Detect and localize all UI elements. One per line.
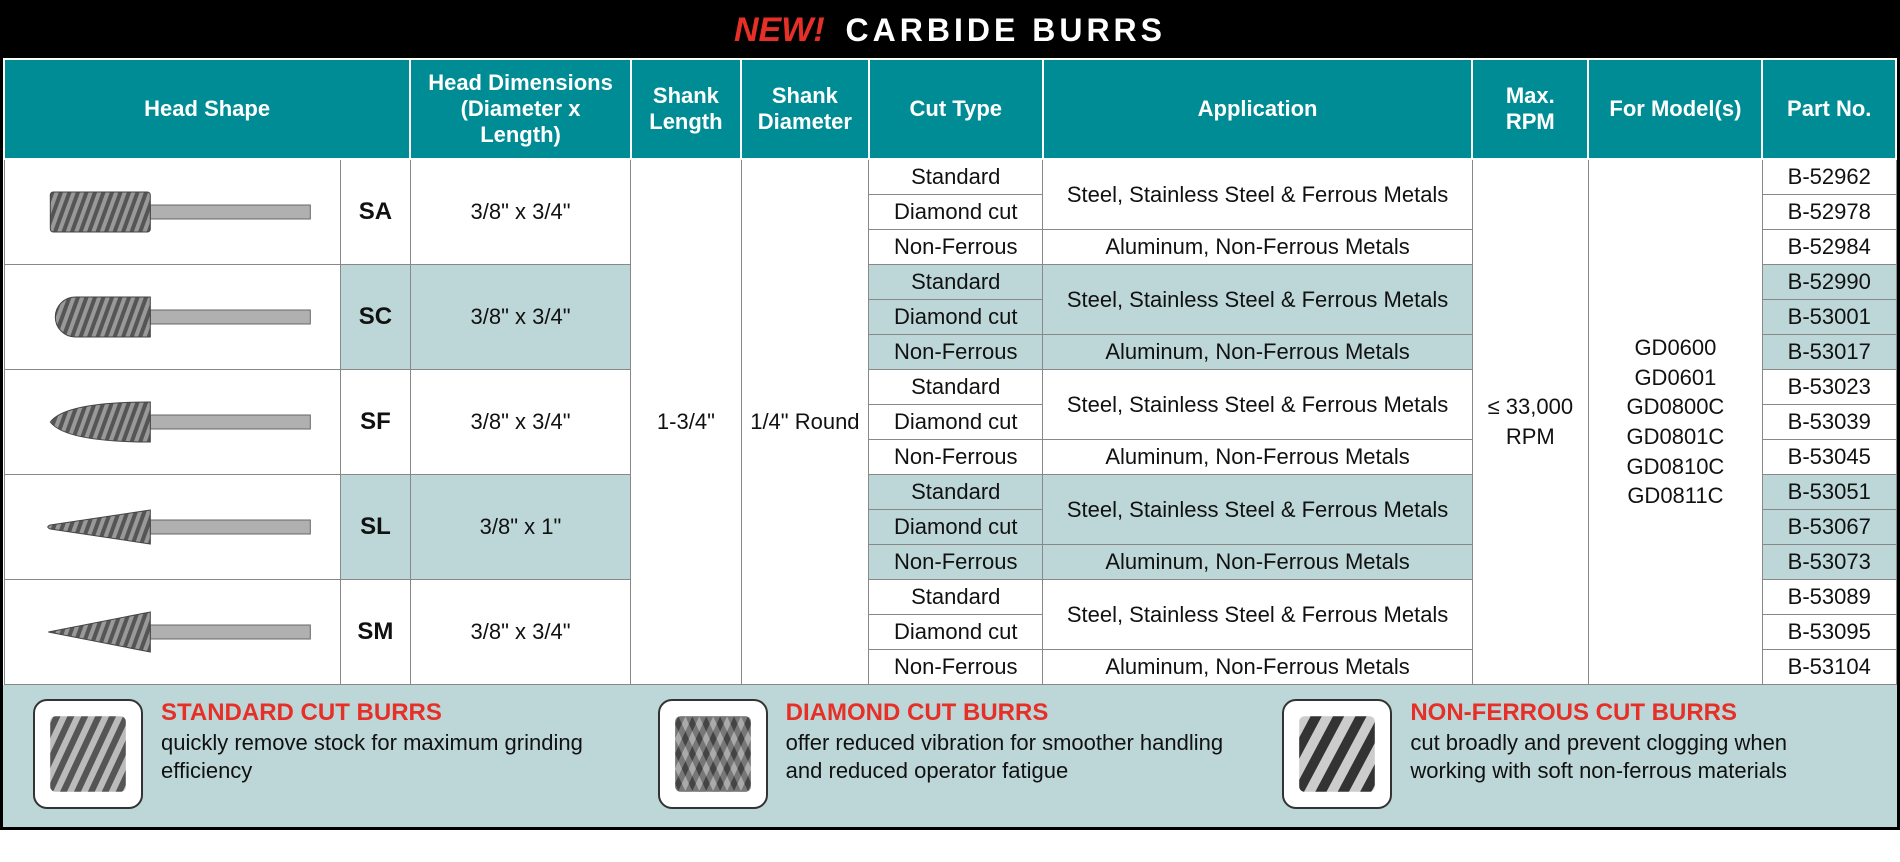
burr-image-sa: [4, 159, 341, 265]
head-dimensions: 3/8" x 3/4": [410, 580, 631, 685]
application: Aluminum, Non-Ferrous Metals: [1043, 440, 1472, 475]
col-max-rpm: Max. RPM: [1472, 59, 1588, 159]
legend-desc: cut broadly and prevent clogging when wo…: [1410, 729, 1867, 784]
part-number: B-53051: [1762, 475, 1896, 510]
cut-type: Non-Ferrous: [869, 545, 1043, 580]
shape-code: SA: [341, 159, 411, 265]
cut-type: Non-Ferrous: [869, 230, 1043, 265]
part-number: B-53045: [1762, 440, 1896, 475]
legend-diamond: DIAMOND CUT BURRS offer reduced vibratio…: [658, 699, 1243, 809]
burr-image-sf: [4, 370, 341, 475]
diamond-burr-icon: [658, 699, 768, 809]
part-number: B-53023: [1762, 370, 1896, 405]
cut-type: Standard: [869, 265, 1043, 300]
application: Aluminum, Non-Ferrous Metals: [1043, 545, 1472, 580]
col-shank-diameter: Shank Diameter: [741, 59, 869, 159]
burr-image-sc: [4, 265, 341, 370]
header-row: Head Shape Head Dimensions (Diameter x L…: [4, 59, 1896, 159]
cut-type: Non-Ferrous: [869, 335, 1043, 370]
shape-code: SM: [341, 580, 411, 685]
application: Steel, Stainless Steel & Ferrous Metals: [1043, 159, 1472, 230]
legend-title: DIAMOND CUT BURRS: [786, 699, 1243, 727]
new-badge: NEW!: [734, 11, 825, 49]
legend-standard: STANDARD CUT BURRS quickly remove stock …: [33, 699, 618, 809]
application: Steel, Stainless Steel & Ferrous Metals: [1043, 370, 1472, 440]
cut-type: Standard: [869, 475, 1043, 510]
legend-title: NON-FERROUS CUT BURRS: [1410, 699, 1867, 727]
cut-type: Diamond cut: [869, 300, 1043, 335]
title-bar: NEW! CARBIDE BURRS: [3, 3, 1897, 58]
cut-type: Diamond cut: [869, 405, 1043, 440]
head-dimensions: 3/8" x 3/4": [410, 159, 631, 265]
part-number: B-53104: [1762, 650, 1896, 685]
application: Steel, Stainless Steel & Ferrous Metals: [1043, 265, 1472, 335]
footer-legend: STANDARD CUT BURRS quickly remove stock …: [3, 685, 1897, 827]
col-part-no: Part No.: [1762, 59, 1896, 159]
legend-nonferrous: NON-FERROUS CUT BURRS cut broadly and pr…: [1282, 699, 1867, 809]
part-number: B-53017: [1762, 335, 1896, 370]
for-models-value: GD0600 GD0601 GD0800C GD0801C GD0810C GD…: [1588, 159, 1762, 685]
burrs-table: Head Shape Head Dimensions (Diameter x L…: [3, 58, 1897, 685]
col-application: Application: [1043, 59, 1472, 159]
part-number: B-53089: [1762, 580, 1896, 615]
standard-burr-icon: [33, 699, 143, 809]
shape-code: SF: [341, 370, 411, 475]
burr-image-sl: [4, 475, 341, 580]
application: Steel, Stainless Steel & Ferrous Metals: [1043, 580, 1472, 650]
cut-type: Diamond cut: [869, 195, 1043, 230]
col-head-dims: Head Dimensions (Diameter x Length): [410, 59, 631, 159]
part-number: B-53001: [1762, 300, 1896, 335]
shank-diameter-value: 1/4" Round: [741, 159, 869, 685]
application: Aluminum, Non-Ferrous Metals: [1043, 650, 1472, 685]
carbide-burrs-panel: NEW! CARBIDE BURRS Head Shape Head Dimen…: [0, 0, 1900, 830]
application: Aluminum, Non-Ferrous Metals: [1043, 335, 1472, 370]
part-number: B-52962: [1762, 159, 1896, 195]
col-shank-length: Shank Length: [631, 59, 741, 159]
shape-code: SL: [341, 475, 411, 580]
max-rpm-value: ≤ 33,000 RPM: [1472, 159, 1588, 685]
col-for-models: For Model(s): [1588, 59, 1762, 159]
cut-type: Non-Ferrous: [869, 650, 1043, 685]
cut-type: Diamond cut: [869, 615, 1043, 650]
title-text: CARBIDE BURRS: [846, 12, 1166, 48]
burr-image-sm: [4, 580, 341, 685]
application: Steel, Stainless Steel & Ferrous Metals: [1043, 475, 1472, 545]
head-dimensions: 3/8" x 3/4": [410, 265, 631, 370]
col-head-shape: Head Shape: [4, 59, 410, 159]
part-number: B-52984: [1762, 230, 1896, 265]
part-number: B-52990: [1762, 265, 1896, 300]
cut-type: Non-Ferrous: [869, 440, 1043, 475]
cut-type: Standard: [869, 370, 1043, 405]
cut-type: Diamond cut: [869, 510, 1043, 545]
part-number: B-53095: [1762, 615, 1896, 650]
col-cut-type: Cut Type: [869, 59, 1043, 159]
head-dimensions: 3/8" x 1": [410, 475, 631, 580]
legend-desc: offer reduced vibration for smoother han…: [786, 729, 1243, 784]
legend-desc: quickly remove stock for maximum grindin…: [161, 729, 618, 784]
cut-type: Standard: [869, 580, 1043, 615]
application: Aluminum, Non-Ferrous Metals: [1043, 230, 1472, 265]
cut-type: Standard: [869, 159, 1043, 195]
table-row: SA3/8" x 3/4"1-3/4"1/4" RoundStandardSte…: [4, 159, 1896, 195]
head-dimensions: 3/8" x 3/4": [410, 370, 631, 475]
nonferrous-burr-icon: [1282, 699, 1392, 809]
shank-length-value: 1-3/4": [631, 159, 741, 685]
shape-code: SC: [341, 265, 411, 370]
part-number: B-53073: [1762, 545, 1896, 580]
legend-title: STANDARD CUT BURRS: [161, 699, 618, 727]
part-number: B-53039: [1762, 405, 1896, 440]
part-number: B-53067: [1762, 510, 1896, 545]
part-number: B-52978: [1762, 195, 1896, 230]
